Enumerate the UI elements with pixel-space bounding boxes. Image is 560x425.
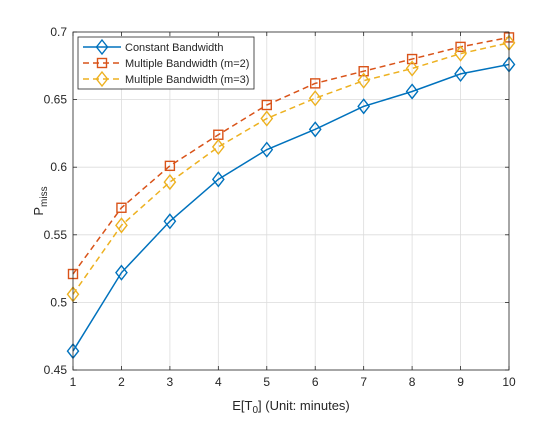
y-tick-label: 0.6: [50, 160, 67, 174]
x-tick-label: 2: [118, 375, 125, 389]
x-tick-label: 10: [502, 375, 516, 389]
x-tick-label: 9: [457, 375, 464, 389]
legend-label: Multiple Bandwidth (m=3): [125, 74, 249, 86]
y-axis-label: Pmiss: [31, 186, 50, 215]
y-tick-label: 0.45: [44, 363, 68, 377]
x-tick-label: 1: [70, 375, 77, 389]
x-tick-label: 6: [312, 375, 319, 389]
y-tick-label: 0.55: [44, 228, 68, 242]
y-tick-label: 0.7: [50, 25, 67, 39]
x-tick-label: 5: [263, 375, 270, 389]
x-tick-label: 3: [167, 375, 174, 389]
legend: Constant Bandwidth Multiple Bandwidth (m=…: [78, 37, 254, 89]
x-tick-label: 4: [215, 375, 222, 389]
x-tick-label: 8: [409, 375, 416, 389]
y-tick-label: 0.65: [44, 93, 68, 107]
legend-entry-1: Constant Bandwidth: [83, 40, 223, 54]
x-tick-label: 7: [360, 375, 367, 389]
legend-label: Constant Bandwidth: [125, 42, 223, 54]
x-axis-label: E[T0] (Unit: minutes): [232, 398, 350, 416]
legend-label: Multiple Bandwidth (m=2): [125, 58, 249, 70]
y-tick-label: 0.5: [50, 295, 67, 309]
